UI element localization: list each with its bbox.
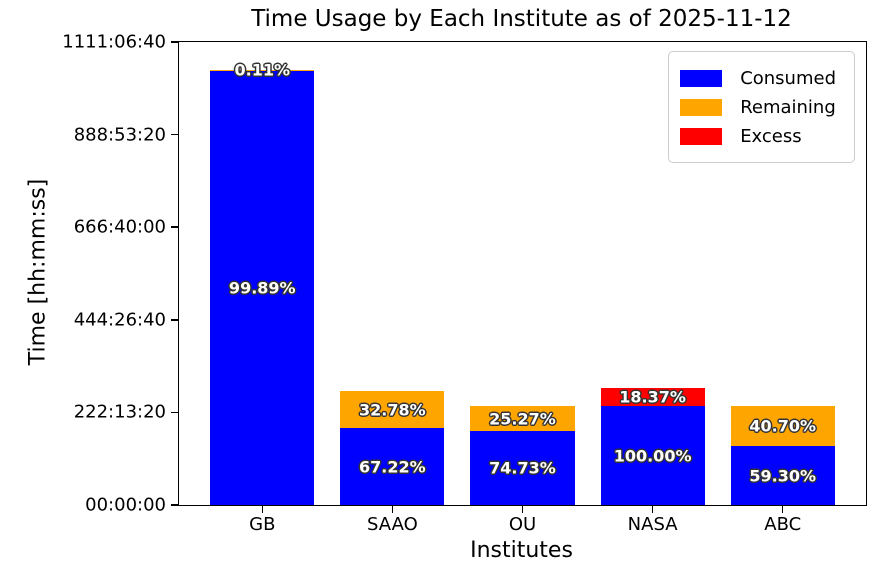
x-tick-mark [391,505,394,513]
bar-abc: 59.30% 40.70% [730,42,835,505]
x-axis-label: Institutes [470,538,573,563]
bar-segment-percent-label: 18.37% [619,387,686,407]
bar-segment-percent-label: 74.73% [489,458,556,478]
bar-segment-remaining [340,391,445,429]
bar-gb: 99.89% 0.11% [210,42,315,505]
x-tick-label: ABC [764,514,802,535]
bar-nasa: 100.00% 18.37% [600,42,705,505]
bar-segment-percent-label: 32.78% [359,400,426,420]
legend-item-excess: Excess [680,123,836,149]
chart-title: Time Usage by Each Institute as of 2025-… [251,6,792,32]
bar-segment-remaining [730,406,835,447]
y-tick-mark [171,226,179,228]
x-tick-mark [521,505,524,513]
x-tick-mark [261,505,264,513]
y-tick-label: 666:40:00 [73,216,166,238]
x-tick-label: OU [508,514,537,535]
bar-segment-percent-label: 67.22% [359,457,426,477]
y-tick-mark [171,133,179,136]
y-tick-mark [171,411,179,414]
y-axis-label: Time [hh:mm:ss] [25,178,51,366]
legend-label: Consumed [740,67,836,89]
y-tick-label: 444:26:40 [73,309,166,331]
x-tick-label: SAAO [367,514,418,535]
legend-label: Excess [740,125,802,147]
legend-item-consumed: Consumed [680,65,836,91]
y-tick-mark [171,504,179,506]
bar-segment-consumed [340,428,445,505]
legend-swatch-icon [680,69,723,87]
plot-area: Consumed Remaining Excess 00:00:00 222:13:2… [62,32,867,535]
bar-segment-percent-label: 40.70% [749,416,817,436]
legend-item-remaining: Remaining [680,94,836,120]
x-tick-label: GB [249,514,276,535]
x-tick-label: NASA [627,514,678,535]
bar-segment-remaining [470,406,575,432]
bar-segment-consumed [470,431,575,505]
bar-segment-consumed [730,446,835,505]
bar-saao: 67.22% 32.78% [340,42,445,505]
legend-swatch-icon [680,98,723,116]
bar-segment-percent-label: 25.27% [489,409,556,429]
y-tick-label: 888:53:20 [73,124,166,146]
legend: Consumed Remaining Excess [668,51,855,163]
x-tick-mark [781,505,784,513]
bar-segment-percent-label: 0.11% [234,60,291,80]
bar-segment-percent-label: 100.00% [613,446,692,466]
bar-segment-percent-label: 59.30% [749,466,817,486]
y-tick-label: 222:13:20 [73,401,166,423]
y-tick-label: 00:00:00 [85,494,166,516]
x-tick-mark [651,505,654,513]
y-tick-mark [171,41,179,43]
bar-segment-consumed [210,70,315,505]
y-tick-label: 1111:06:40 [62,31,166,53]
legend-swatch-icon [680,127,723,145]
bar-segment-excess [600,387,705,407]
bar-segment-consumed [600,406,705,505]
y-tick-mark [171,319,179,321]
bar-segment-percent-label: 99.89% [228,278,296,298]
legend-label: Remaining [740,96,836,118]
bar-ou: 74.73% 25.27% [470,42,575,505]
